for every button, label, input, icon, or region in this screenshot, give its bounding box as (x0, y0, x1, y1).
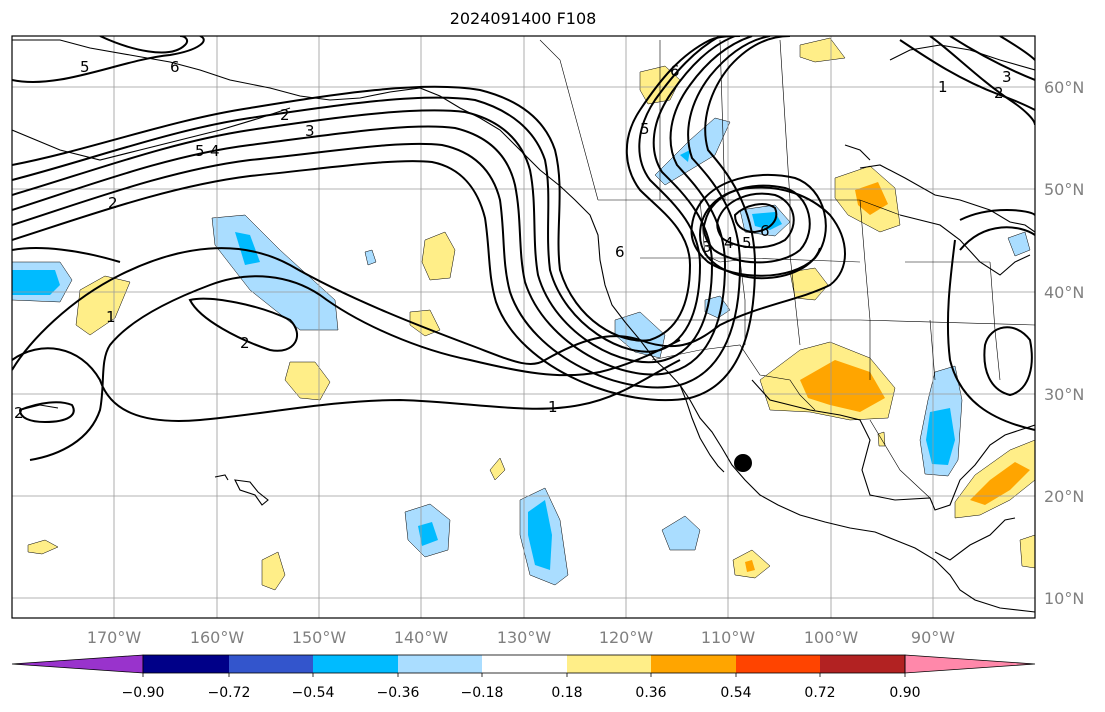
lat-label: 60°N (1044, 78, 1084, 97)
coastlines (12, 39, 1035, 613)
contour-label: 5 (80, 58, 90, 76)
longitude-labels: 170°W 160°W 150°W 140°W 130°W 120°W 110°… (87, 628, 955, 647)
colorbar-segment (567, 655, 651, 673)
colorbar-low-extend (11, 654, 144, 674)
lon-label: 120°W (599, 628, 654, 647)
contour-label: 5 (742, 234, 752, 252)
colorbar-tick-label: 0.18 (551, 685, 582, 701)
contour-label: 6 (170, 58, 180, 76)
lon-label: 140°W (394, 628, 449, 647)
contour-label: 3 (1002, 68, 1012, 86)
colorbar-tick-label: −0.90 (122, 685, 165, 701)
contour-label: 2 (108, 194, 118, 212)
colorbar-tick-label: 0.90 (889, 685, 920, 701)
contour-label: 2 (240, 334, 250, 352)
latitude-labels: 60°N 50°N 40°N 30°N 20°N 10°N (1044, 78, 1084, 608)
contour-label: 6 (615, 243, 625, 261)
lat-label: 10°N (1044, 589, 1084, 608)
contour-label: 6 (670, 62, 680, 80)
lon-label: 130°W (497, 628, 552, 647)
colorbar-tick-label: 0.54 (720, 685, 751, 701)
contour-lines (12, 36, 1035, 461)
contour-label: 6 (760, 222, 770, 240)
lat-label: 40°N (1044, 283, 1084, 302)
contour-label: 3 (702, 238, 712, 256)
colorbar-tick-label: −0.54 (292, 685, 335, 701)
contour-label: 1 (938, 78, 948, 96)
colorbar-tick-label: 0.36 (635, 685, 666, 701)
colorbar-tick-label: −0.18 (461, 685, 504, 701)
colorbar-segment (398, 655, 482, 673)
colorbar: −0.90 −0.72 −0.54 −0.36 −0.18 0.18 0.36 … (11, 654, 1036, 701)
lat-label: 20°N (1044, 487, 1084, 506)
lon-label: 150°W (292, 628, 347, 647)
contour-labels: 5 6 5 4 3 2 1 2 1 2 6 5 6 3 4 5 6 1 2 3 (14, 58, 1012, 422)
contour-label: 2 (280, 106, 290, 124)
colorbar-segment (229, 655, 313, 673)
lat-label: 30°N (1044, 385, 1084, 404)
colorbar-segment (736, 655, 820, 673)
contour-label: 1 (106, 308, 116, 326)
colorbar-segment (143, 655, 229, 673)
lon-label: 160°W (190, 628, 245, 647)
contour-label: 4 (210, 142, 220, 160)
map-body: 5 6 5 4 3 2 1 2 1 2 6 5 6 3 4 5 6 1 2 3 (12, 36, 1035, 618)
colorbar-segment (651, 655, 736, 673)
contour-label: 1 (548, 398, 558, 416)
map-title: 2024091400 F108 (449, 9, 597, 28)
contour-label: 2 (994, 84, 1004, 102)
colorbar-segment (820, 655, 905, 673)
lon-label: 110°W (701, 628, 756, 647)
contour-label: 4 (724, 234, 734, 252)
contour-label: 3 (305, 122, 315, 140)
colorbar-segment (313, 655, 398, 673)
shaded-anomalies (12, 37, 1035, 591)
map-frame (11, 35, 1036, 619)
contour-label: 5 (195, 142, 205, 160)
contour-label: 2 (14, 404, 24, 422)
colorbar-tick-label: −0.72 (208, 685, 251, 701)
location-marker (734, 454, 752, 472)
colorbar-tick-label: −0.36 (377, 685, 420, 701)
colorbar-segment (482, 655, 567, 673)
lat-label: 50°N (1044, 180, 1084, 199)
political-borders (539, 39, 1035, 499)
colorbar-tick-label: 0.72 (804, 685, 835, 701)
lon-label: 170°W (87, 628, 142, 647)
contour-label: 5 (640, 120, 650, 138)
lon-label: 100°W (804, 628, 859, 647)
lon-label: 90°W (911, 628, 955, 647)
colorbar-high-extend (904, 654, 1036, 674)
